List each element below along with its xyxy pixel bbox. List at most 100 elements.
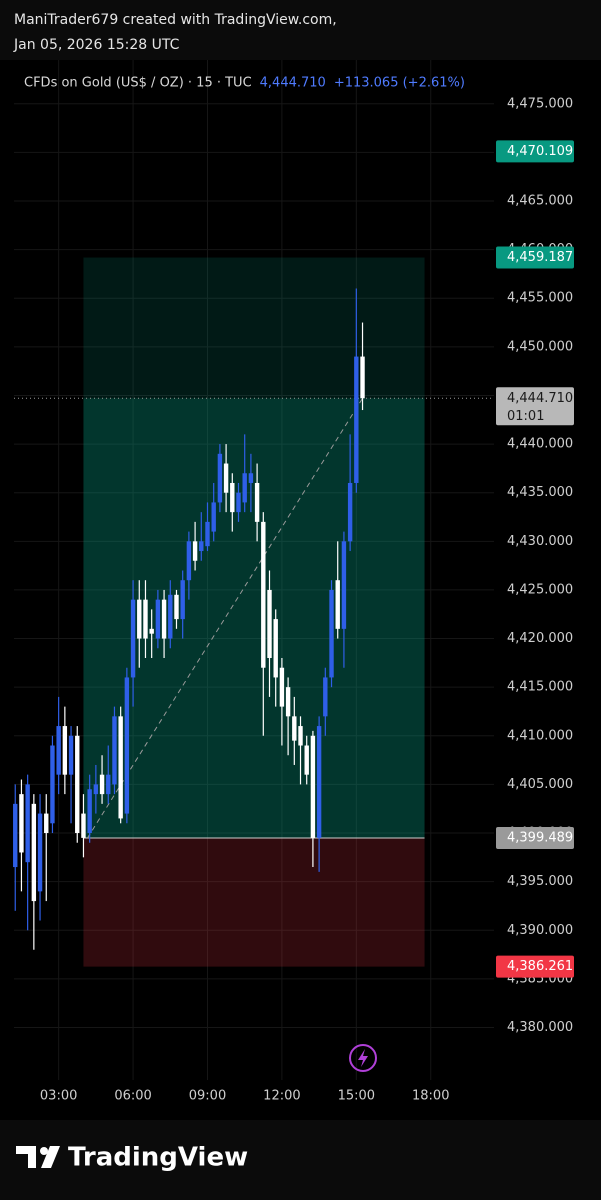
- profit-zone: [83, 257, 425, 838]
- y-tick-label: 4,450.000: [507, 339, 573, 354]
- candle-body: [279, 667, 285, 707]
- x-tick-label: 18:00: [412, 1089, 449, 1104]
- price-countdown: 01:01: [507, 409, 544, 424]
- candle-body: [186, 541, 192, 581]
- candle-body: [230, 482, 235, 513]
- candle-body: [44, 813, 49, 834]
- candle-body: [223, 463, 229, 493]
- snapshot-date: Jan 05, 2026 15:28 UTC: [13, 37, 180, 53]
- candle-body: [261, 521, 266, 668]
- y-tick-label: 4,430.000: [507, 534, 573, 549]
- candle-body: [37, 813, 43, 892]
- candle-body: [68, 735, 74, 775]
- candle-body: [106, 774, 111, 795]
- candle-body: [347, 482, 353, 542]
- candle-body: [298, 726, 303, 746]
- y-tick-label: 4,425.000: [507, 582, 573, 597]
- candle-body: [329, 589, 334, 678]
- candle-body: [75, 735, 80, 834]
- x-tick-label: 15:00: [338, 1089, 375, 1104]
- logo-slash: [41, 1146, 60, 1168]
- symbol-title: CFDs on Gold (US$ / OZ) · 15 · TUC: [24, 76, 252, 91]
- candle-body: [217, 453, 223, 503]
- candle-body: [236, 492, 241, 513]
- legend-price: 4,444.710: [260, 76, 326, 91]
- candle-body: [211, 502, 216, 532]
- candle-body: [50, 745, 55, 824]
- x-tick-label: 09:00: [189, 1089, 226, 1104]
- y-tick-label: 4,475.000: [507, 96, 573, 111]
- candle-body: [31, 803, 37, 902]
- candle-body: [273, 619, 278, 678]
- plot: [13, 60, 494, 1080]
- trade-path: [87, 398, 363, 839]
- candle-body: [341, 541, 347, 629]
- candle-body: [137, 599, 142, 639]
- y-tick-label: 4,405.000: [507, 777, 573, 792]
- candle-body: [248, 473, 254, 483]
- x-tick-label: 06:00: [114, 1089, 151, 1104]
- alert-icon-bolt[interactable]: [358, 1049, 368, 1067]
- logo-mark: [16, 1146, 36, 1168]
- y-tick-label: 4,455.000: [507, 291, 573, 306]
- candle-body: [62, 726, 68, 775]
- alert-icon[interactable]: [349, 1044, 377, 1072]
- candle-body: [360, 356, 365, 399]
- x-tick-label: 12:00: [263, 1089, 300, 1104]
- y-tick-label: 4,390.000: [507, 923, 573, 938]
- loss-zone: [83, 837, 425, 967]
- candle-body: [254, 482, 260, 522]
- y-tick-label: 4,380.000: [507, 1020, 573, 1035]
- candle-body: [99, 774, 105, 795]
- candle-body: [81, 813, 86, 838]
- price-label: 4,459.187: [507, 250, 573, 265]
- candle-body: [242, 473, 247, 503]
- y-tick-label: 4,415.000: [507, 680, 573, 695]
- candle-body: [149, 628, 154, 634]
- candle-body: [323, 677, 328, 717]
- candle-body: [292, 716, 297, 741]
- author: ManiTrader679 created with TradingView.c…: [14, 12, 337, 28]
- candle-body: [13, 803, 18, 868]
- price-label: 4,399.489: [507, 830, 573, 845]
- candle-body: [155, 599, 161, 639]
- candle-body: [112, 716, 117, 785]
- price-label-box: [496, 140, 574, 163]
- candle-body: [354, 356, 359, 483]
- price-label: 4,470.109: [507, 144, 573, 159]
- candle-body: [267, 589, 272, 658]
- candle-body: [316, 726, 322, 838]
- y-tick-label: 4,395.000: [507, 874, 573, 889]
- candle-body: [335, 580, 340, 629]
- candle-body: [130, 599, 136, 678]
- candle-body: [143, 599, 148, 639]
- price-label-box: [496, 826, 574, 849]
- candle-body: [161, 599, 167, 639]
- price-label: 4,386.261: [507, 959, 573, 974]
- alert-icon-ring[interactable]: [349, 1044, 377, 1072]
- candle-body: [87, 789, 92, 834]
- legend-change: +113.065 (+2.61%): [334, 76, 465, 91]
- candle-body: [19, 794, 24, 853]
- candle-body: [25, 784, 30, 863]
- candle-body: [174, 594, 179, 620]
- candle-body: [118, 716, 123, 819]
- price-label: 4,444.710: [507, 391, 573, 406]
- candle-body: [285, 687, 291, 717]
- y-tick-label: 4,410.000: [507, 728, 573, 743]
- candle-body: [310, 735, 316, 838]
- price-label-box: [496, 387, 574, 426]
- candle-body: [56, 726, 61, 775]
- candle-body: [199, 541, 204, 552]
- candle-body: [304, 745, 309, 775]
- y-tick-label: 4,420.000: [507, 631, 573, 646]
- candle-body: [168, 594, 173, 639]
- y-tick-label: 4,440.000: [507, 437, 573, 452]
- candle-body: [124, 677, 130, 814]
- logo-dot: [40, 1147, 48, 1155]
- candle-body: [180, 580, 185, 620]
- y-tick-label: 4,435.000: [507, 485, 573, 500]
- candle-body: [205, 521, 210, 547]
